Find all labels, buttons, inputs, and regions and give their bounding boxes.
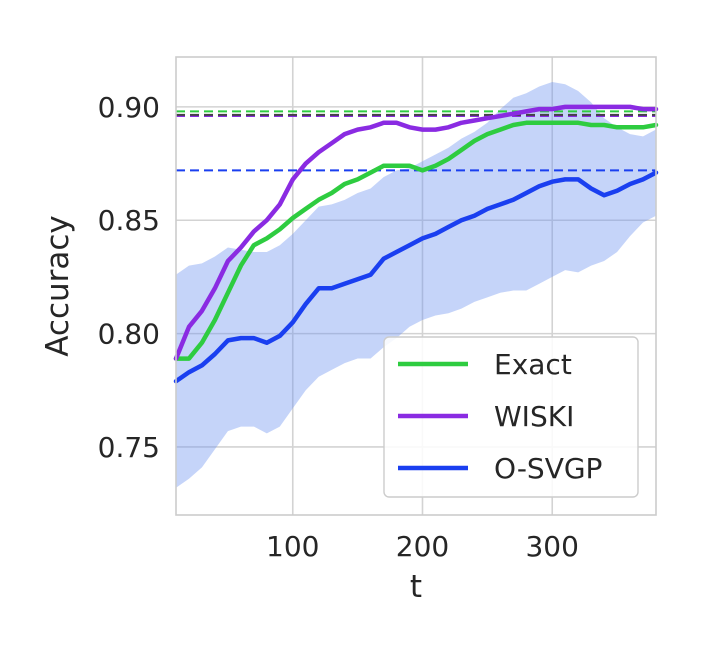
wiski-series-line — [173, 104, 659, 361]
y-tick-label: 0.75 — [98, 431, 160, 464]
y-tick-label: 0.90 — [98, 91, 160, 124]
legend-box — [383, 336, 639, 498]
o-svgp-legend-label: O-SVGP — [494, 452, 602, 485]
x-tick-label: 300 — [525, 530, 578, 563]
confidence-band-layer — [176, 81, 656, 488]
legend: Exact WISKI O-SVGP — [383, 336, 639, 498]
o-svgp-confidence-band — [176, 81, 656, 488]
o-svgp-series-line — [173, 170, 659, 384]
y-tick-label: 0.85 — [98, 204, 160, 237]
x-tick-label: 100 — [266, 530, 319, 563]
exact-legend-label: Exact — [494, 348, 572, 381]
y-axis-label: Accuracy — [40, 215, 76, 357]
series-layer — [173, 104, 659, 384]
y-tick-label: 0.80 — [98, 318, 160, 351]
exact-series-line — [173, 120, 659, 361]
tick-labels: 100 200 300 0.75 0.80 0.85 0.90 — [98, 91, 579, 563]
wiski-legend-label: WISKI — [494, 400, 574, 433]
x-axis-label: t — [410, 569, 422, 605]
plot-frame — [175, 56, 657, 516]
x-tick-label: 200 — [396, 530, 449, 563]
